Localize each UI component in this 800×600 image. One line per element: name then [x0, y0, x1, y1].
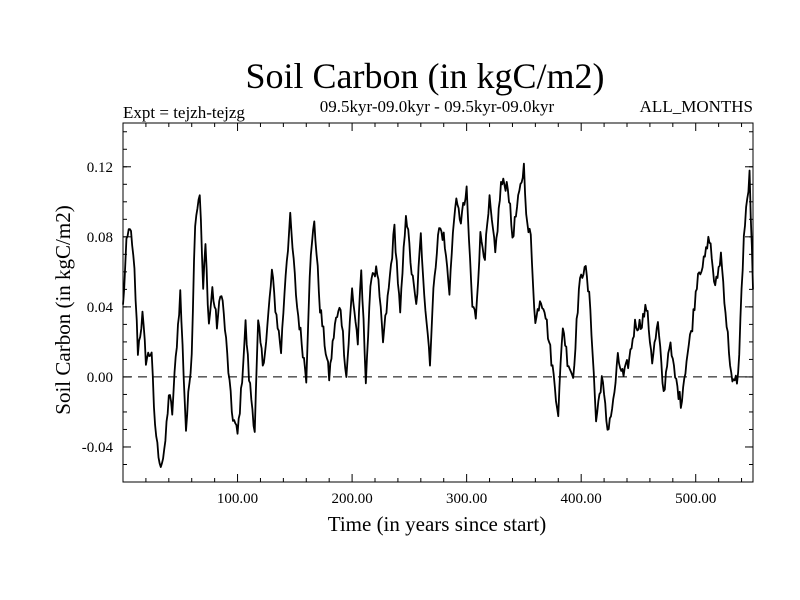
y-tick-label: -0.04: [82, 440, 114, 456]
period-label: 09.5kyr-09.0kyr - 09.5kyr-09.0kyr: [320, 97, 555, 116]
plot-area: 100.00 200.00 300.00 400.00 500.00 -0.04 0.00 0…: [82, 122, 754, 507]
x-tick-label: 500.00: [675, 491, 716, 507]
chart-title: Soil Carbon (in kgC/m2): [246, 56, 605, 96]
plot-frame: [122, 122, 754, 483]
x-tick-label: 200.00: [331, 491, 372, 507]
y-tick-label: 0.00: [87, 370, 113, 386]
experiment-label: Expt = tejzh-tejzg: [123, 103, 245, 122]
x-tick-label: 100.00: [217, 491, 258, 507]
y-tick-label: 0.08: [87, 230, 113, 246]
y-tick-label: 0.12: [87, 160, 113, 176]
y-axis-label: Soil Carbon (in kgC/m2): [51, 205, 75, 414]
x-tick-label: 300.00: [446, 491, 487, 507]
months-label: ALL_MONTHS: [640, 97, 753, 116]
y-tick-label: 0.04: [87, 300, 114, 316]
x-tick-label: 400.00: [561, 491, 602, 507]
x-axis-label: Time (in years since start): [328, 512, 547, 536]
series-line-0: [122, 162, 754, 468]
